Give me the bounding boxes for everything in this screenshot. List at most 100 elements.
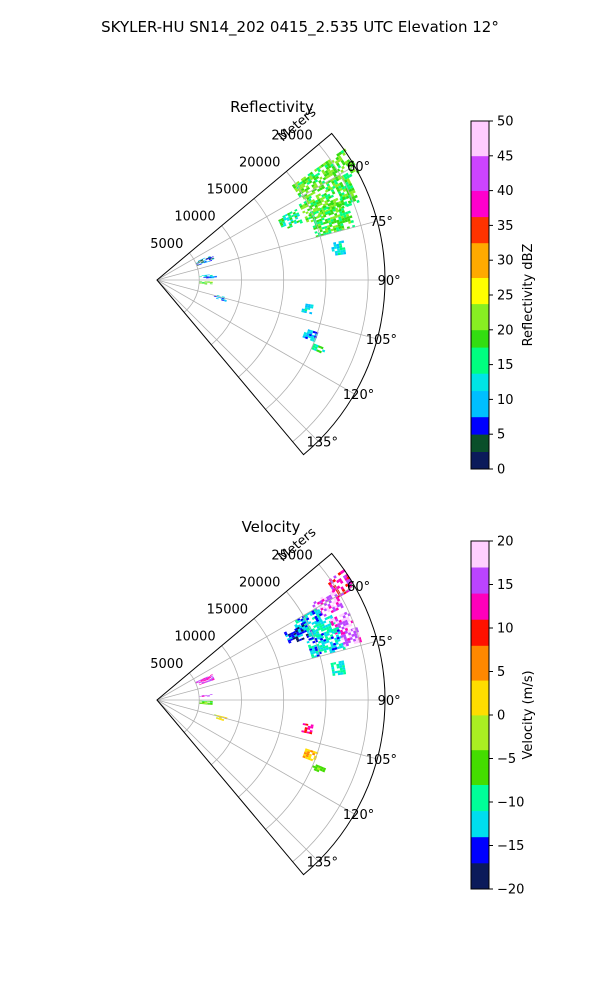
reflectivity-echo-gate xyxy=(342,194,346,198)
reflectivity-echo-gate xyxy=(199,263,202,266)
velocity-echo-gate xyxy=(347,640,351,644)
velocity-echo-gate xyxy=(201,701,205,702)
velocity-echo-gate xyxy=(201,702,205,704)
reflectivity-echo-gate xyxy=(341,240,345,244)
velocity-echo-gate xyxy=(312,640,316,644)
velocity-echo-gate xyxy=(303,618,307,622)
velocity-echo-gate xyxy=(341,660,345,664)
velocity-echo-gate xyxy=(316,767,321,771)
reflectivity-echo-gate xyxy=(303,333,307,337)
reflectivity-echo-gate xyxy=(296,214,300,217)
reflectivity-echo-gate xyxy=(307,178,312,182)
velocity-echo-gate xyxy=(214,714,217,716)
reflectivity-echo-gate xyxy=(208,257,212,259)
velocity-colorbar-swatch xyxy=(471,558,489,568)
reflectivity-echo-gate xyxy=(211,257,215,260)
reflectivity-echo-gate xyxy=(315,194,319,198)
velocity-echo-gate xyxy=(315,630,320,634)
reflectivity-echo-gate xyxy=(301,308,305,311)
reflectivity-colorbar-tick-label: 15 xyxy=(497,358,514,373)
reflectivity-echo-gate xyxy=(347,218,351,222)
velocity-echo-gate xyxy=(306,630,311,634)
velocity-echo-gate xyxy=(330,604,335,608)
reflectivity-echo-region-0 xyxy=(291,148,360,201)
reflectivity-echo-gate xyxy=(303,200,307,204)
velocity-echo-gate xyxy=(340,669,344,673)
velocity-echo-gate xyxy=(329,648,333,652)
velocity-echo-gate xyxy=(323,597,328,601)
reflectivity-echo-gate xyxy=(327,210,331,214)
velocity-azimuth-tick-120: 120° xyxy=(343,808,374,823)
reflectivity-azimuth-tick-120: 120° xyxy=(343,388,374,403)
reflectivity-echo-gate xyxy=(298,219,303,223)
velocity-echo-gate xyxy=(303,753,307,757)
velocity-echo-gate xyxy=(307,725,311,729)
velocity-echo-gate xyxy=(336,646,341,650)
reflectivity-echo-gate xyxy=(340,175,345,179)
velocity-echo-gate xyxy=(347,582,351,586)
reflectivity-echo-gate xyxy=(342,247,346,250)
velocity-echo-gate xyxy=(334,599,338,604)
reflectivity-azimuth-line-75 xyxy=(156,220,378,281)
reflectivity-echo-gate xyxy=(204,275,208,277)
velocity-echo-gate xyxy=(307,644,312,648)
reflectivity-colorbar-tick-label: 20 xyxy=(497,323,514,338)
velocity-echo-gate xyxy=(200,679,204,682)
reflectivity-echo-gate xyxy=(214,276,217,278)
velocity-echo-gate xyxy=(344,619,348,624)
reflectivity-echo-gate xyxy=(204,282,208,284)
velocity-echo-gate xyxy=(336,585,341,590)
velocity-echo-gate xyxy=(207,695,210,697)
velocity-echo-gate xyxy=(297,619,302,623)
velocity-colorbar-swatch xyxy=(471,715,489,725)
velocity-echo-gate xyxy=(323,627,327,631)
reflectivity-echo-gate xyxy=(337,223,341,227)
reflectivity-echo-gate xyxy=(324,225,328,229)
velocity-echo-gate xyxy=(337,670,341,673)
reflectivity-colorbar-swatch xyxy=(471,373,489,383)
velocity-colorbar-swatch xyxy=(471,775,489,785)
reflectivity-echo-gate xyxy=(324,194,329,199)
reflectivity-echo-gate xyxy=(335,156,340,161)
reflectivity-echo-gate xyxy=(337,164,342,169)
velocity-echo-gate xyxy=(346,618,351,623)
reflectivity-echo-gate xyxy=(315,175,320,180)
velocity-echo-gate xyxy=(218,717,222,720)
reflectivity-echo-gate xyxy=(327,193,331,197)
reflectivity-echo-gate xyxy=(339,157,343,162)
velocity-echo-gate xyxy=(298,638,303,642)
velocity-echo-gate xyxy=(198,682,202,684)
velocity-echo-gate xyxy=(195,681,199,684)
reflectivity-echo-gate xyxy=(222,296,225,298)
reflectivity-echo-gate xyxy=(328,170,332,175)
reflectivity-echo-gate xyxy=(333,179,337,183)
reflectivity-echo-gate xyxy=(342,152,346,156)
reflectivity-echo-gate xyxy=(310,336,314,340)
velocity-echo-gate xyxy=(342,631,346,635)
velocity-echo-gate xyxy=(342,623,347,627)
velocity-colorbar-swatch xyxy=(471,862,489,872)
velocity-echo-gate xyxy=(300,629,305,632)
velocity-echo-gate xyxy=(311,616,316,620)
reflectivity-echo-gate xyxy=(287,212,291,216)
reflectivity-colorbar-swatch xyxy=(471,173,489,183)
reflectivity-echo-gate xyxy=(350,220,354,224)
reflectivity-echo-gate xyxy=(207,274,210,276)
reflectivity-echo-gate xyxy=(313,177,317,181)
reflectivity-echo-gate xyxy=(327,219,332,223)
reflectivity-echo-gate xyxy=(300,206,304,210)
reflectivity-echo-gate xyxy=(310,219,314,223)
reflectivity-echo-gate xyxy=(317,193,322,197)
velocity-echo-gate xyxy=(312,651,317,654)
velocity-echo-region-16 xyxy=(214,714,228,722)
velocity-echo-gate xyxy=(329,590,333,595)
velocity-echo-gate xyxy=(294,634,298,638)
reflectivity-echo-gate xyxy=(301,203,306,207)
reflectivity-echo-gate xyxy=(309,192,314,196)
reflectivity-echo-gate xyxy=(338,176,342,181)
velocity-echo-gate xyxy=(197,680,201,683)
velocity-echo-gate xyxy=(334,647,338,650)
velocity-colorbar-swatch xyxy=(471,645,489,655)
velocity-echo-gate xyxy=(335,607,339,611)
